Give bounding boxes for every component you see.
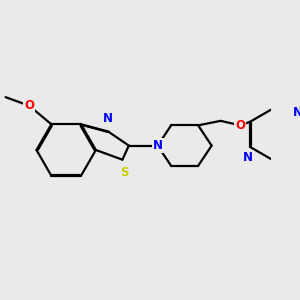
Text: N: N [153, 139, 163, 152]
Text: N: N [243, 151, 253, 164]
Text: N: N [293, 106, 300, 119]
Text: N: N [103, 112, 113, 125]
Text: O: O [24, 99, 34, 112]
Text: S: S [120, 166, 128, 179]
Text: O: O [236, 119, 245, 132]
